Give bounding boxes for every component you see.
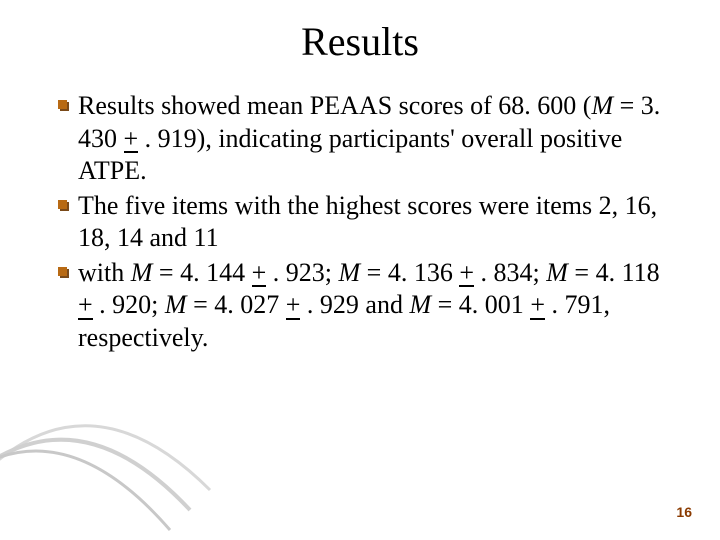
bullet-icon — [58, 267, 70, 279]
bullet-item: with M = 4. 144 + . 923; M = 4. 136 + . … — [58, 257, 668, 355]
text-span: = 4. 001 — [431, 290, 530, 319]
bullet-text: The five items with the highest scores w… — [78, 190, 668, 255]
text-span: . 834; — [474, 258, 546, 287]
slide: Results Results showed mean PEAAS scores… — [0, 0, 720, 540]
bullet-list: Results showed mean PEAAS scores of 68. … — [58, 90, 668, 356]
plus-minus: + — [78, 289, 93, 322]
plus-minus: + — [459, 257, 474, 290]
text-span: . 919), indicating participants' overall… — [78, 124, 622, 186]
text-span: = 4. 118 — [568, 258, 660, 287]
bullet-text: with M = 4. 144 + . 923; M = 4. 136 + . … — [78, 257, 668, 355]
plus-minus: + — [530, 289, 545, 322]
stat-m: M — [165, 290, 187, 319]
page-number: 16 — [676, 504, 692, 520]
text-span: . 920; — [93, 290, 165, 319]
bullet-text: Results showed mean PEAAS scores of 68. … — [78, 90, 668, 188]
stat-m: M — [546, 258, 568, 287]
bullet-item: Results showed mean PEAAS scores of 68. … — [58, 90, 668, 188]
stat-m: M — [131, 258, 153, 287]
plus-minus: + — [252, 257, 267, 290]
slide-title: Results — [0, 18, 720, 65]
text-span: . 923; — [266, 258, 338, 287]
text-span: = 4. 144 — [152, 258, 251, 287]
bullet-item: The five items with the highest scores w… — [58, 190, 668, 255]
plus-minus: + — [124, 123, 139, 156]
text-span: = 4. 136 — [360, 258, 459, 287]
bullet-icon — [58, 200, 70, 212]
text-span: with — [78, 258, 131, 287]
text-span: . 929 and — [300, 290, 409, 319]
stat-m: M — [591, 91, 613, 120]
stat-m: M — [409, 290, 431, 319]
text-span: = 4. 027 — [187, 290, 286, 319]
plus-minus: + — [286, 289, 301, 322]
stat-m: M — [338, 258, 360, 287]
bullet-icon — [58, 100, 70, 112]
text-span: Results showed mean PEAAS scores of 68. … — [78, 91, 591, 120]
